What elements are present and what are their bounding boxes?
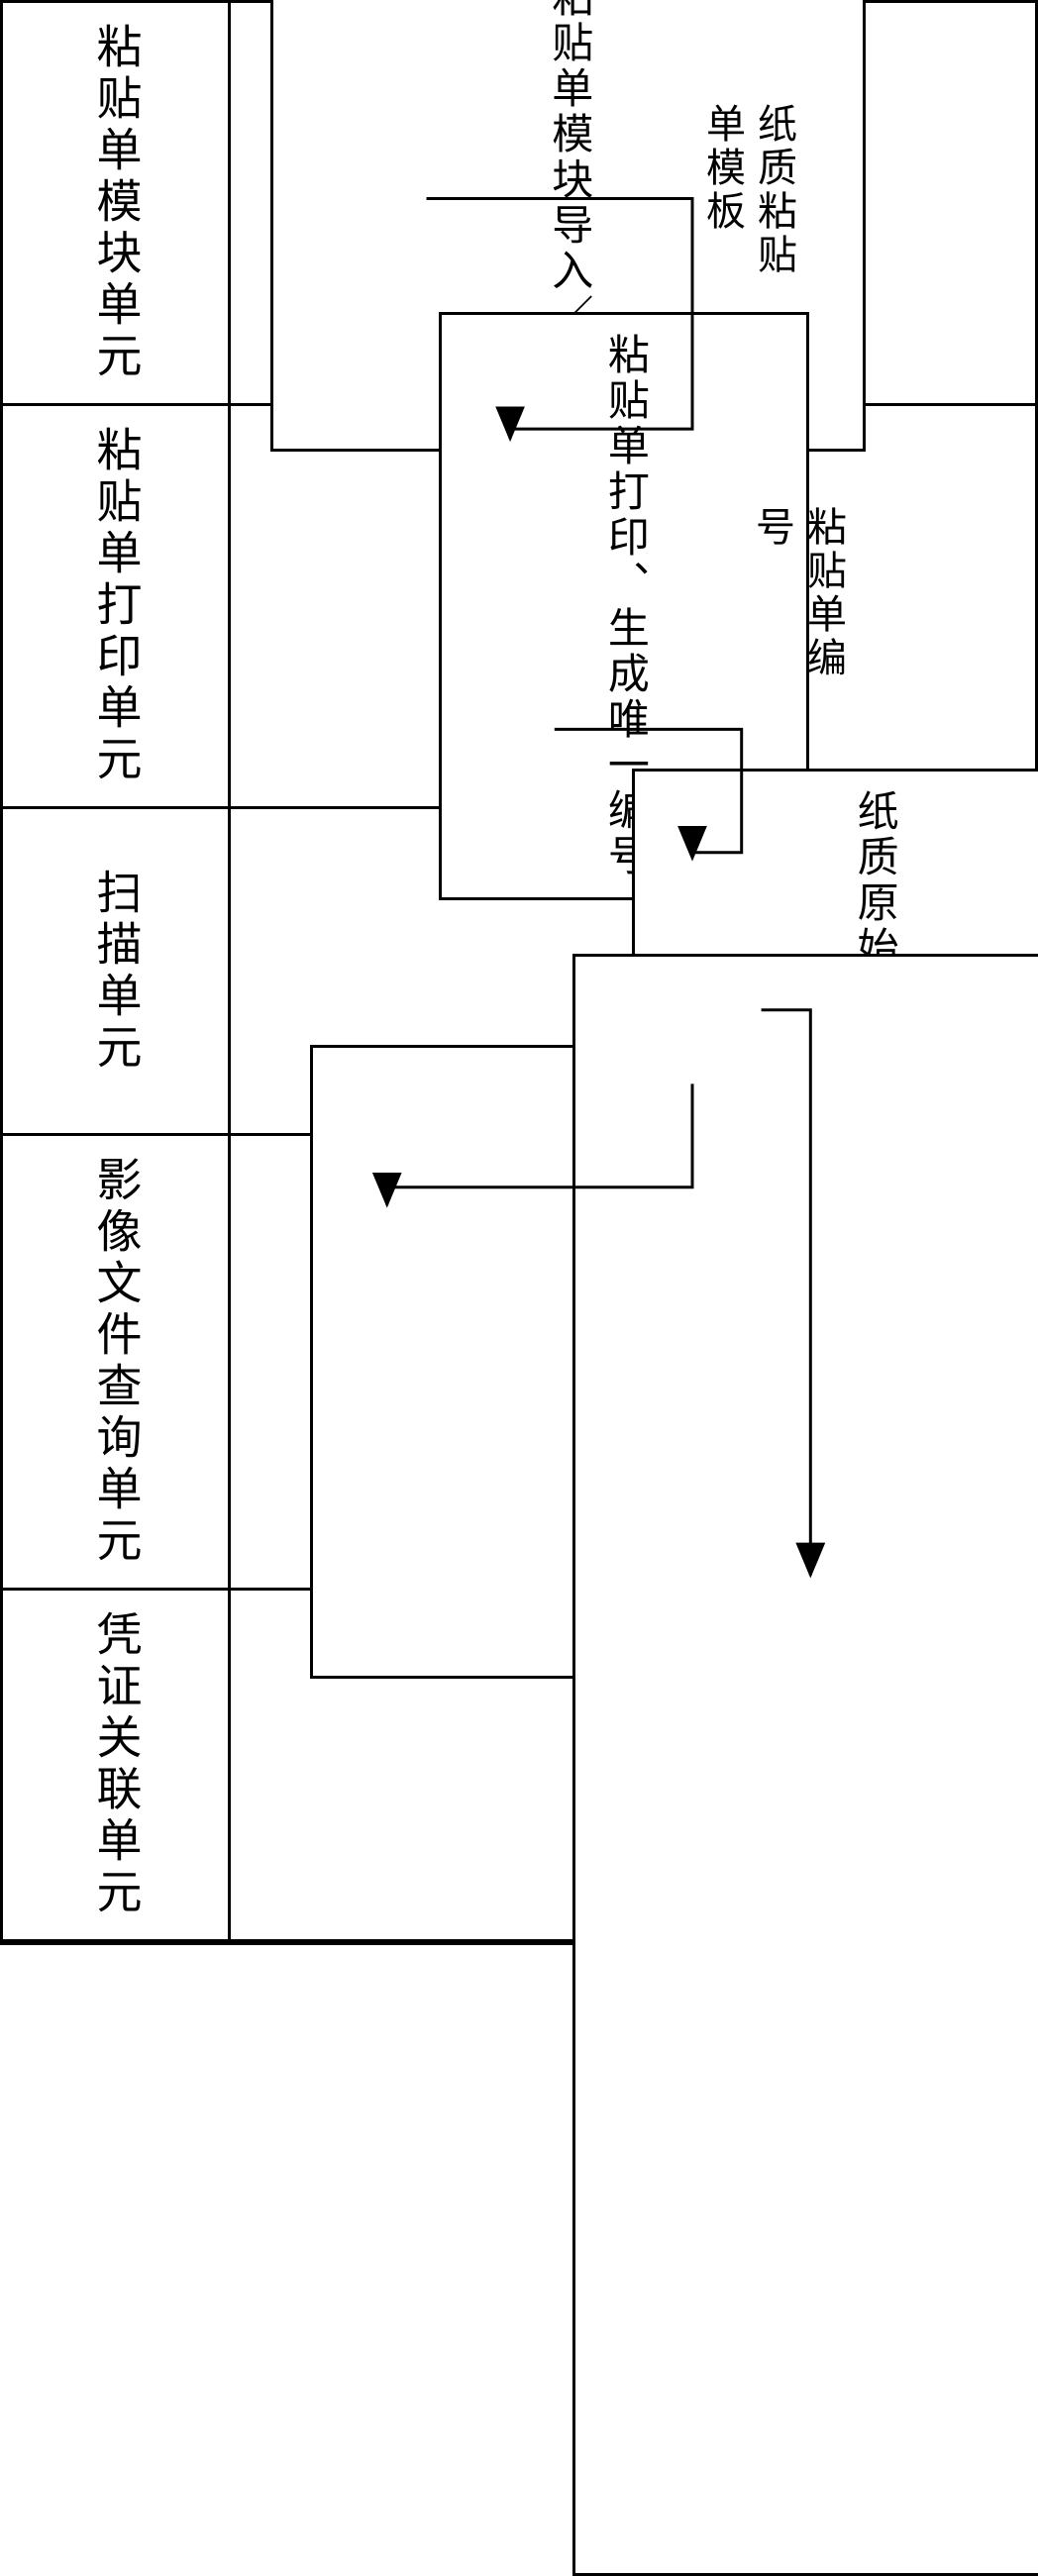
lane-title: 粘贴单模块单元 [84, 23, 146, 383]
lane-title: 粘贴单打印单元 [84, 426, 146, 786]
lane-header: 粘贴单模块单元 [3, 3, 231, 403]
node-link: 输入记账凭证编号与粘贴单编号，实现记账凭证电子信息与原始凭证影像文件关联绑定 [572, 954, 1038, 2576]
lane-title: 凭证关联单元 [84, 1610, 146, 1919]
lane-header: 影像文件查询单元 [3, 1136, 231, 1588]
lane-link-unit: 凭证关联单元 输入记账凭证编号与粘贴单编号，实现记账凭证电子信息与原始凭证影像文… [3, 1591, 1035, 1942]
swimlane-diagram: 粘贴单模块单元 粘贴单模块导入／更新 纸质粘贴单模板 粘贴单打印单元 粘贴单打印… [0, 0, 1038, 1945]
lane-header: 凭证关联单元 [3, 1591, 231, 1939]
lane-header: 扫描单元 [3, 809, 231, 1133]
edge-label-number: 粘贴单编号 [746, 506, 849, 706]
lane-header: 粘贴单打印单元 [3, 406, 231, 806]
lane-print-unit: 粘贴单打印单元 粘贴单打印、生成唯一编号 粘贴单编号 [3, 406, 1035, 809]
lane-body: 粘贴单打印、生成唯一编号 粘贴单编号 [231, 406, 1035, 806]
lane-title: 影像文件查询单元 [84, 1156, 146, 1568]
lane-body: 输入记账凭证编号与粘贴单编号，实现记账凭证电子信息与原始凭证影像文件关联绑定 [231, 1591, 1035, 1939]
edge-label-template: 纸质粘贴单模板 [696, 103, 799, 303]
lane-title: 扫描单元 [84, 869, 146, 1075]
